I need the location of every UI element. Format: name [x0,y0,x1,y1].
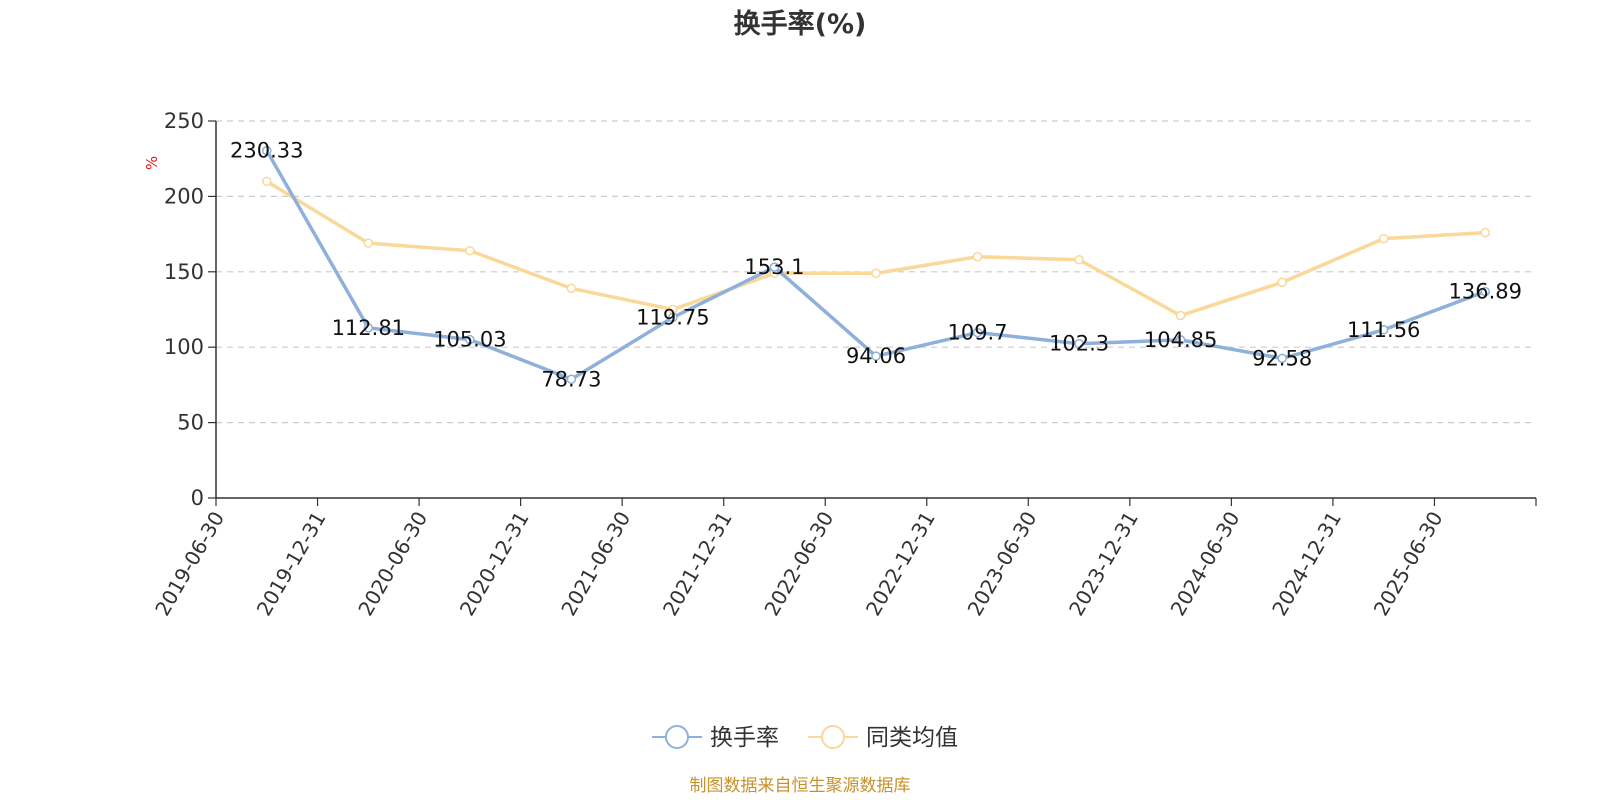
y-tick-label: 50 [177,411,204,435]
legend-marker-icon [665,725,689,749]
legend[interactable]: 换手率 同类均值 [652,725,958,751]
x-tick-label: 2019-12-31 [252,507,331,620]
x-tick-label: 2020-12-31 [455,507,534,620]
data-label: 105.03 [433,328,506,352]
data-label: 92.58 [1252,346,1312,370]
data-point [871,268,881,279]
data-point [566,374,577,385]
series-lines [262,145,1490,385]
y-tick-label: 200 [164,184,204,208]
y-axis-unit-label: % [143,156,161,170]
data-label: 119.75 [636,305,709,329]
data-point [1175,335,1186,345]
data-point [769,262,780,272]
data-point [465,245,475,256]
data-point [1277,277,1287,288]
data-label: 78.73 [541,367,601,391]
x-tick-label: 2020-06-30 [353,507,432,620]
data-label: 104.85 [1144,328,1217,352]
legend-label: 同类均值 [866,725,958,751]
legend-item[interactable]: 换手率 [652,725,779,751]
data-point [1480,286,1490,297]
data-point [1378,325,1389,335]
x-tick-label: 2021-12-31 [658,507,737,620]
data-label: 111.56 [1347,318,1420,342]
data-point [262,176,272,187]
x-tick-label: 2022-06-30 [759,507,838,620]
x-tick-label: 2025-06-30 [1369,507,1448,620]
data-point [972,327,983,338]
data-point [1074,338,1084,349]
x-tick-label: 2023-12-31 [1064,507,1143,620]
series-line [265,179,1487,318]
legend-marker-icon [821,725,845,749]
data-label: 230.33 [230,139,303,163]
data-point [566,283,577,294]
chart-title: 换手率(%) [734,8,867,40]
data-labels: 230.33 112.81 105.03 78.73 119.75 153.1 94.06 1… [230,139,1522,392]
data-label: 136.89 [1448,280,1521,304]
data-point [1074,254,1084,265]
x-tick-label: 2023-06-30 [962,507,1041,620]
x-tick-label: 2024-12-31 [1267,507,1346,620]
data-point [465,334,475,345]
data-point [972,251,983,262]
data-label: 102.3 [1049,332,1109,356]
data-label: 112.81 [332,316,405,340]
data-point [363,238,374,248]
data-point [1378,233,1389,244]
data-label: 153.1 [744,255,804,279]
y-tick-label: 100 [164,335,204,359]
legend-label: 换手率 [710,725,779,751]
y-tick-label: 250 [164,109,204,133]
data-label: 94.06 [846,344,906,368]
data-point [1175,310,1186,321]
data-label: 109.7 [947,321,1007,345]
x-tick-label: 2024-06-30 [1166,507,1245,620]
data-point [668,312,678,323]
data-source-note: 制图数据来自恒生聚源数据库 [690,776,911,796]
axes: 0 50 100 150 200 250 2019-06-30 2019-12-31 2020-… [150,109,1537,620]
legend-item[interactable]: 同类均值 [808,725,958,751]
data-point [363,323,374,333]
y-tick-label: 0 [191,486,204,510]
data-point [262,145,272,156]
y-tick-label: 150 [164,260,204,284]
data-point [871,351,881,361]
x-tick-label: 2022-12-31 [861,507,940,620]
x-tick-label: 2019-06-30 [150,507,229,620]
data-point [1480,227,1490,238]
data-point [1277,353,1287,364]
x-tick-label: 2021-06-30 [556,507,635,620]
